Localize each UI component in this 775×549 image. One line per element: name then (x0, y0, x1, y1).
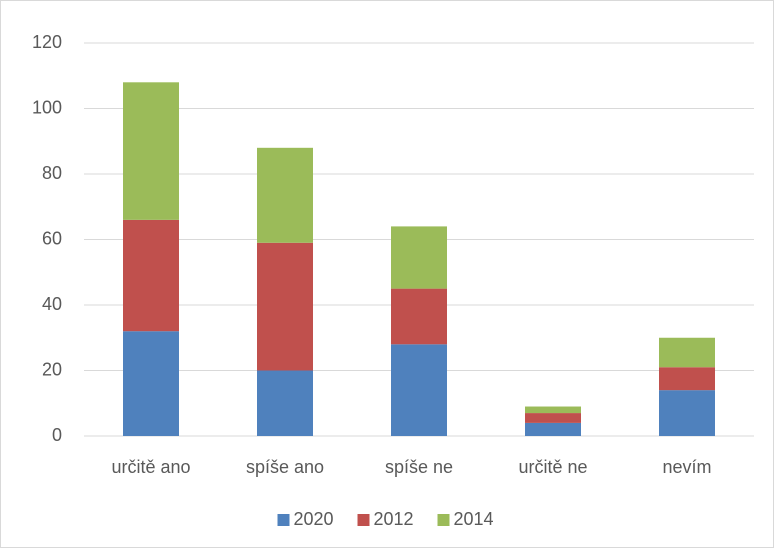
legend-swatch (277, 514, 290, 526)
x-tick-label: určitě ano (111, 457, 190, 477)
y-tick-label: 60 (42, 228, 62, 248)
legend-swatch (437, 514, 450, 526)
y-tick-label: 40 (42, 294, 62, 314)
legend-swatch (357, 514, 370, 526)
y-tick-label: 100 (32, 97, 62, 117)
x-tick-label: nevím (662, 457, 711, 477)
bar-segment (123, 219, 179, 332)
y-tick-label: 120 (32, 32, 62, 52)
bar-segment (659, 367, 715, 391)
legend-label: 2012 (374, 509, 414, 529)
bar-segment (525, 406, 581, 414)
bar-segment (391, 344, 447, 436)
legend-label: 2014 (454, 509, 494, 529)
x-tick-label: určitě ne (518, 457, 587, 477)
bar-segment (257, 147, 313, 243)
y-tick-label: 20 (42, 359, 62, 379)
bar-segment (659, 337, 715, 368)
legend-label: 2020 (294, 509, 334, 529)
y-tick-label: 80 (42, 163, 62, 183)
bar-segment (257, 242, 313, 371)
bar-segment (525, 413, 581, 423)
bar-segment (391, 288, 447, 345)
bar-segment (123, 331, 179, 436)
bar-segment (391, 226, 447, 289)
bar-segment (525, 422, 581, 436)
x-tick-label: spíše ano (246, 457, 324, 477)
bar-segment (123, 82, 179, 220)
bar-segment (257, 370, 313, 436)
bar-segment (659, 390, 715, 436)
x-tick-label: spíše ne (385, 457, 453, 477)
y-tick-label: 0 (52, 425, 62, 445)
